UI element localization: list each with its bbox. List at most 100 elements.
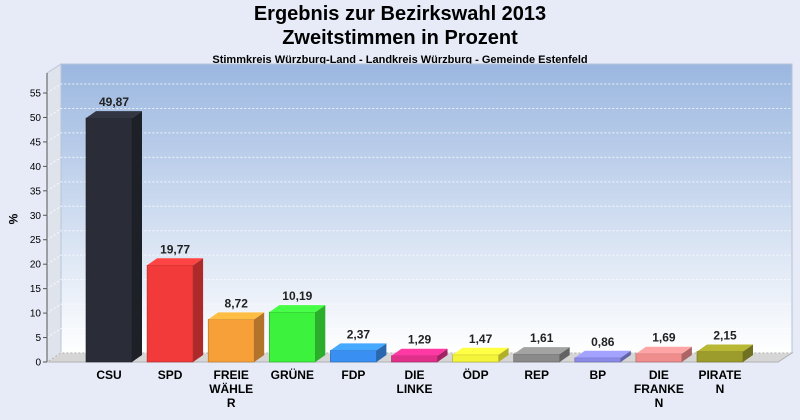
bar-front xyxy=(696,351,744,363)
grid-line xyxy=(46,181,792,192)
bars xyxy=(85,111,753,363)
y-tick-label: 5 xyxy=(35,333,41,344)
category-label: GRÜNE xyxy=(271,367,314,382)
category-label: SPD xyxy=(158,368,183,382)
bar-side xyxy=(559,347,570,362)
bar-front xyxy=(391,355,438,363)
category-label: R xyxy=(227,396,236,410)
value-label: 19,77 xyxy=(160,242,190,256)
grid-line xyxy=(46,254,792,265)
bar-side xyxy=(254,312,265,362)
plot-side-wall xyxy=(46,63,62,363)
grid-lines xyxy=(46,83,792,363)
y-tick-label: 20 xyxy=(30,260,42,271)
bar-side xyxy=(315,305,326,362)
grid-line xyxy=(46,132,792,143)
bar-side xyxy=(132,111,142,362)
bar-front xyxy=(452,354,499,363)
category-label: ÖDP xyxy=(463,367,489,382)
bar xyxy=(207,312,265,363)
category-label: DIE xyxy=(404,368,424,382)
bar-top xyxy=(86,111,142,119)
value-label: 8,72 xyxy=(225,296,249,310)
bar-top xyxy=(452,347,509,355)
y-tick-label: 55 xyxy=(30,89,42,100)
y-tick-label: 35 xyxy=(30,186,42,197)
bar xyxy=(696,344,753,363)
bar-front xyxy=(513,353,561,363)
chart-subtitle: Stimmkreis Würzburg-Land - Landkreis Wür… xyxy=(212,54,588,66)
category-label: CSU xyxy=(96,368,121,382)
category-label: N xyxy=(655,396,664,410)
chart-title: Ergebnis zur Bezirkswahl 2013 xyxy=(253,3,547,25)
bar-side xyxy=(620,350,631,362)
y-tick-label: 40 xyxy=(30,162,42,173)
bar xyxy=(85,111,142,363)
bar xyxy=(452,347,509,363)
grid-line xyxy=(46,156,792,167)
chart-subtitle-main: Zweitstimmen in Prozent xyxy=(282,27,518,49)
bar-top xyxy=(330,343,387,351)
bar xyxy=(391,348,448,363)
bar xyxy=(330,343,387,363)
bar-front xyxy=(635,353,683,363)
y-tick-label: 50 xyxy=(30,113,42,124)
grid-line xyxy=(46,83,792,94)
bar xyxy=(635,346,692,363)
bar-front xyxy=(85,117,133,363)
bar-front xyxy=(268,311,316,363)
grid-line xyxy=(46,205,792,216)
y-tick-label: 25 xyxy=(30,235,42,246)
bar xyxy=(268,305,326,363)
bar-side xyxy=(193,258,204,362)
bar xyxy=(146,258,204,363)
bar-top xyxy=(697,344,753,352)
grid-line xyxy=(46,328,792,338)
category-label: FRANKE xyxy=(634,382,684,396)
y-tick-label: 10 xyxy=(30,309,42,320)
bar-top xyxy=(147,258,204,266)
y-tick-label: 45 xyxy=(30,137,42,148)
bar-top xyxy=(574,350,631,358)
grid-line xyxy=(46,352,792,363)
bar-side xyxy=(437,348,448,362)
value-label: 49,87 xyxy=(99,95,129,109)
bar-side xyxy=(743,344,753,362)
bar-front xyxy=(574,357,622,363)
category-label: REP xyxy=(524,368,549,382)
bar-top xyxy=(635,346,692,354)
value-label: 2,15 xyxy=(713,328,737,342)
category-label: LINKE xyxy=(397,382,433,396)
category-label: WÄHLE xyxy=(209,381,253,396)
bar-top xyxy=(269,305,326,313)
category-label: PIRATE xyxy=(698,368,741,382)
bar-top xyxy=(391,348,448,356)
category-label: DIE xyxy=(649,368,669,382)
value-labels: 49,87 19,77 8,72 10,19 2,37 1,29 1,47 1,61 0,86 1… xyxy=(99,95,737,349)
y-tick-label: 15 xyxy=(30,284,42,295)
bar-front xyxy=(330,350,377,363)
category-label: FDP xyxy=(341,368,365,382)
bar xyxy=(513,347,570,363)
category-label: FREIE xyxy=(214,368,249,382)
value-label: 1,47 xyxy=(469,332,493,346)
category-label: BP xyxy=(589,368,606,382)
grid-line xyxy=(46,303,792,314)
grid-line xyxy=(46,230,792,241)
category-label: N xyxy=(716,382,725,396)
value-label: 1,69 xyxy=(652,331,676,345)
value-label: 10,19 xyxy=(282,289,312,303)
value-label: 1,29 xyxy=(408,333,432,347)
grid-line xyxy=(46,279,792,290)
y-tick-label: 0 xyxy=(35,358,41,369)
value-label: 1,61 xyxy=(530,331,554,345)
bar-top xyxy=(513,347,570,355)
y-axis: 0 5 10 15 20 25 30 35 40 45 50 55 xyxy=(30,73,48,369)
bar-top xyxy=(208,312,265,320)
bar-front xyxy=(146,265,194,363)
value-label: 0,86 xyxy=(591,335,615,349)
bar-side xyxy=(498,347,509,362)
bar-side xyxy=(681,346,692,362)
value-label: 2,37 xyxy=(347,327,371,341)
